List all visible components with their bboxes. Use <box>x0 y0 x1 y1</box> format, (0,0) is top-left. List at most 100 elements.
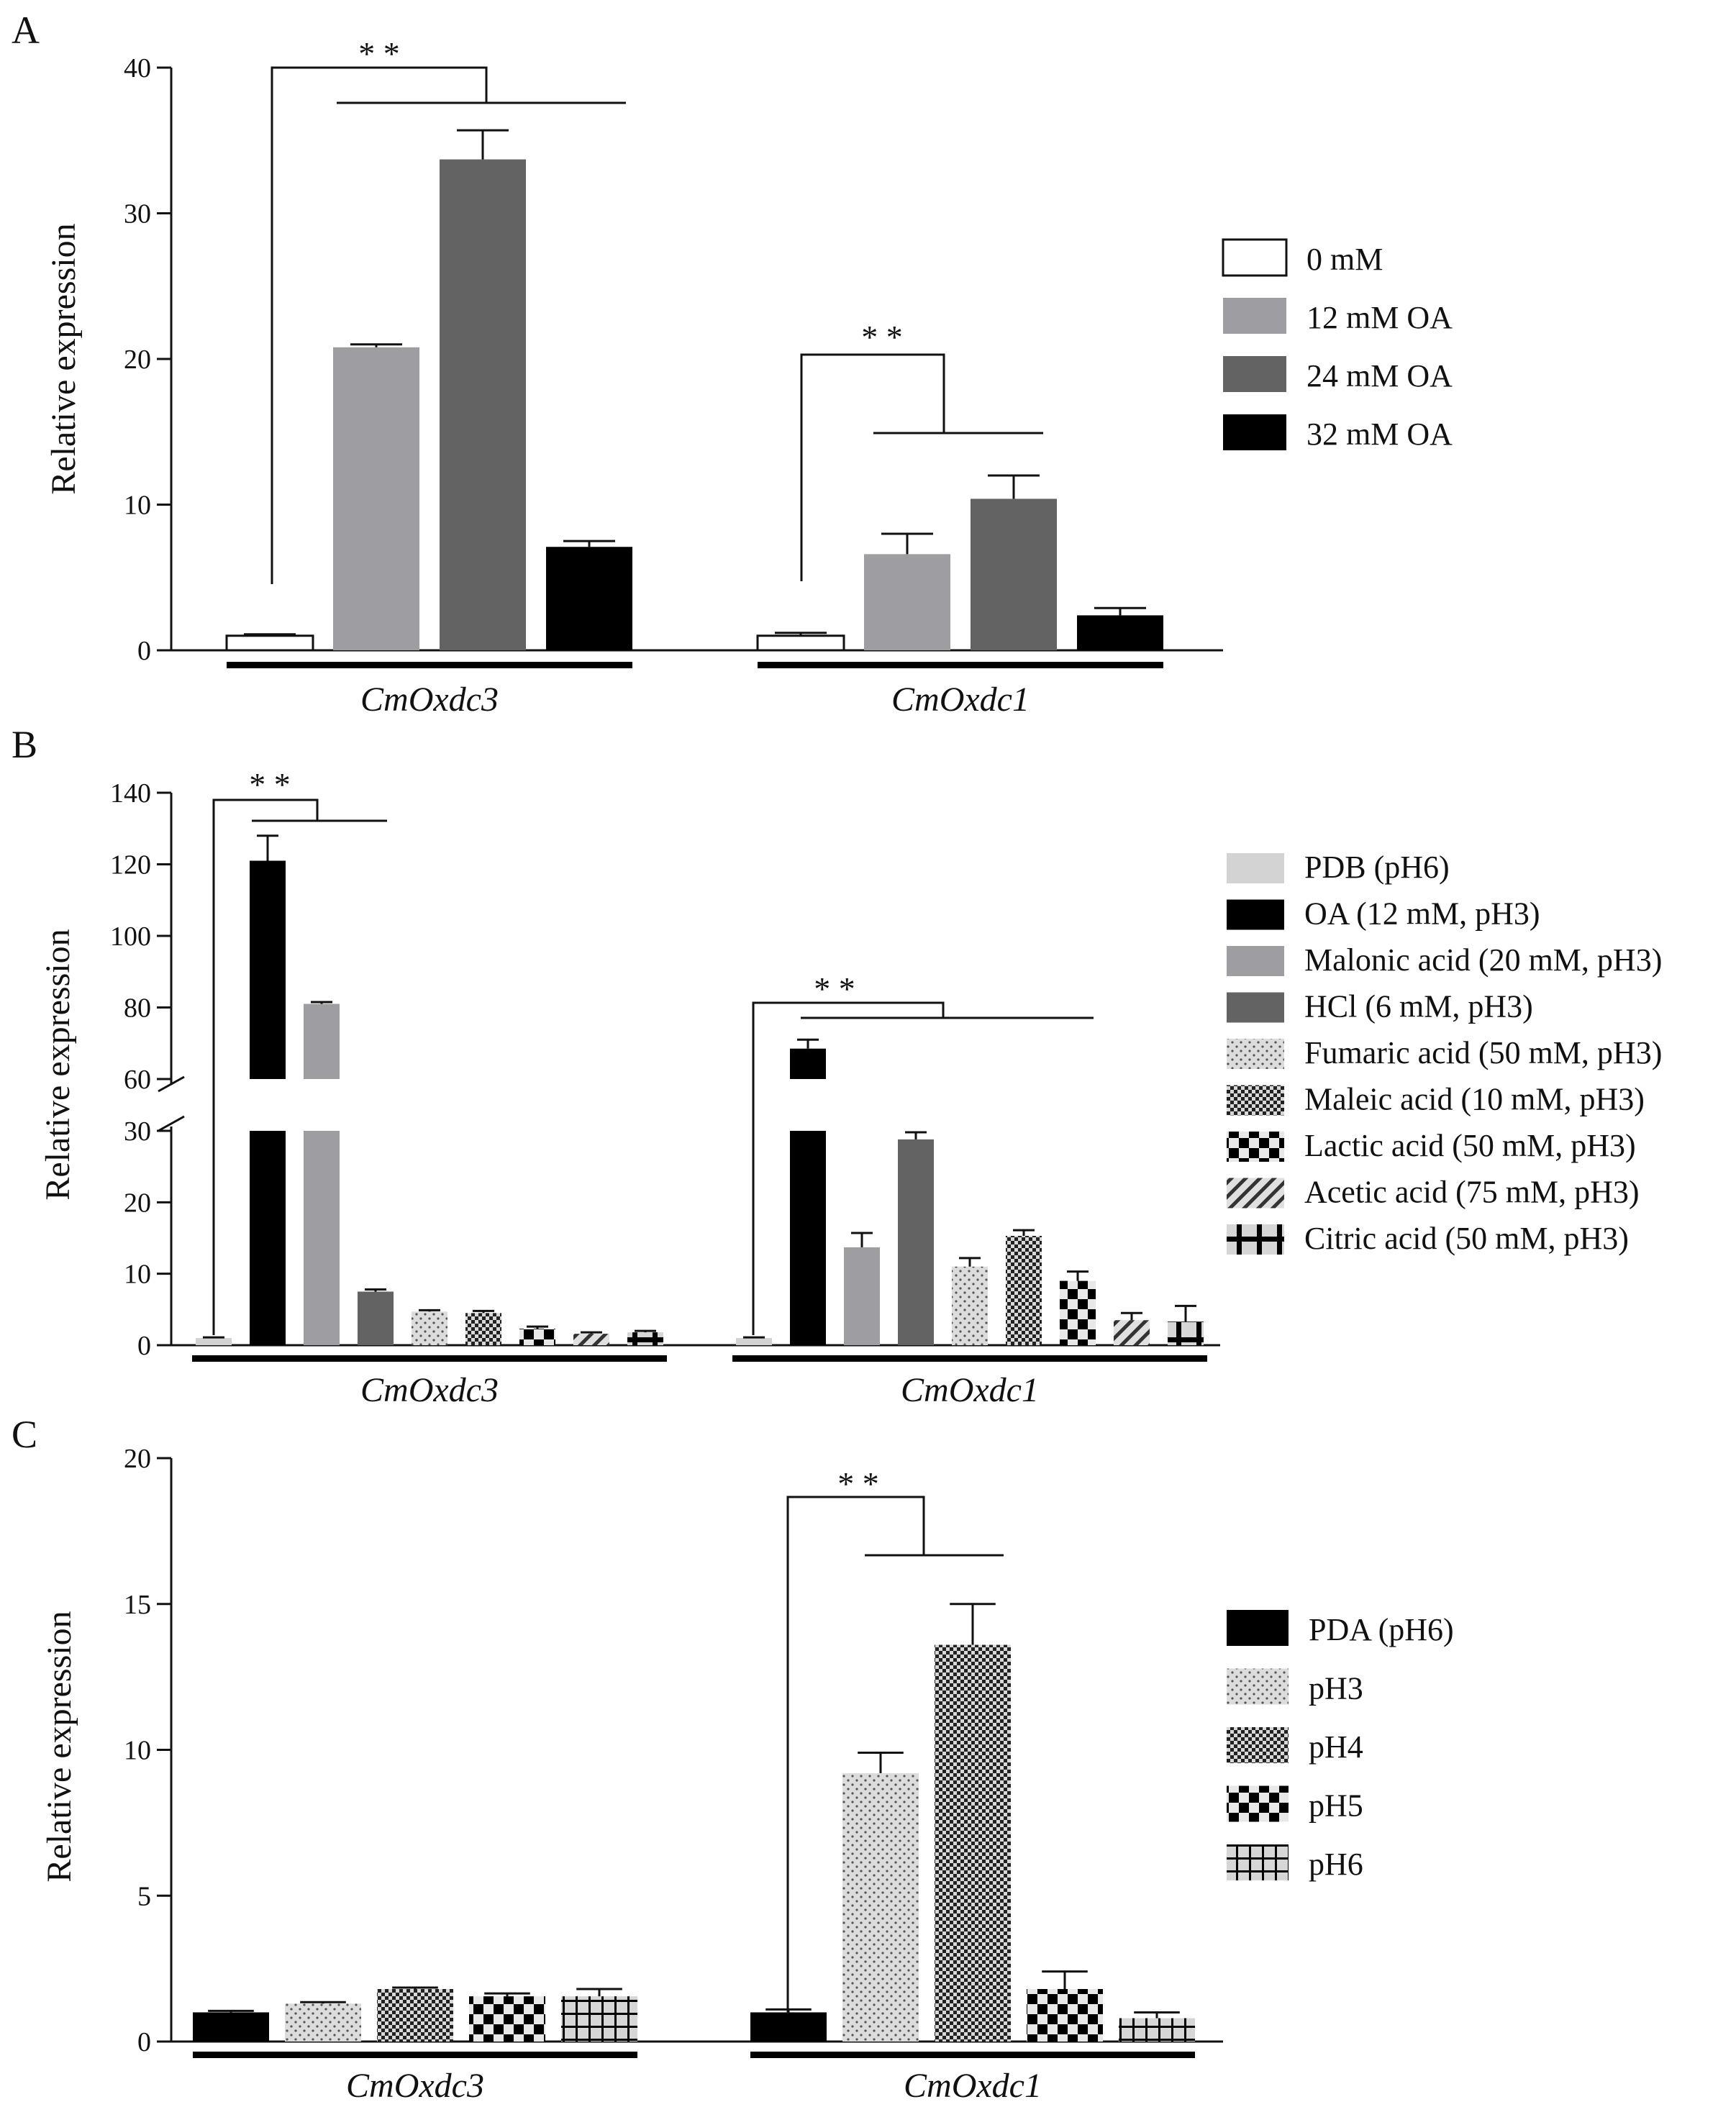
legend-label: Fumaric acid (50 mM, pH3) <box>1304 1035 1662 1070</box>
group-underline <box>732 1355 1207 1362</box>
bar <box>756 634 845 652</box>
legend-swatch <box>1227 946 1284 976</box>
bar <box>440 159 526 650</box>
bar <box>1077 615 1163 650</box>
bar-upper <box>304 1004 340 1079</box>
bar <box>1060 1280 1096 1345</box>
legend-swatch <box>1223 356 1286 392</box>
y-tick-label: 80 <box>124 993 151 1024</box>
bar <box>333 347 419 650</box>
sig-label: * * <box>837 1465 879 1502</box>
y-axis-title: Relative expression <box>40 1611 78 1882</box>
legend-swatch <box>1227 1039 1284 1069</box>
group-underline <box>192 1355 667 1362</box>
bar <box>1027 1989 1103 2042</box>
bar <box>465 1313 501 1345</box>
bar <box>469 1996 545 2042</box>
y-tick-label: 140 <box>110 778 151 809</box>
bar <box>412 1311 447 1345</box>
axis-break-mark <box>158 1075 185 1093</box>
legend-label: Lactic acid (50 mM, pH3) <box>1304 1128 1636 1163</box>
sig-label: * * <box>358 35 400 72</box>
group-label: CmOxdc3 <box>346 2067 484 2105</box>
panel-b: B 0 10 20 30 60 80 100 120 140 Relative expression… <box>12 723 1662 1409</box>
sig-bracket <box>212 798 319 1335</box>
sig-bracket <box>786 1496 925 2014</box>
bar <box>952 1266 988 1345</box>
panel-a: A 0 10 20 30 40 Relative expression CmOxdc3 CmOx… <box>12 9 1453 719</box>
legend-swatch <box>1227 899 1284 930</box>
sig-label: * * <box>861 319 903 355</box>
legend-label: PDB (pH6) <box>1304 850 1450 885</box>
legend-label: Malonic acid (20 mM, pH3) <box>1304 942 1662 978</box>
legend-swatch <box>1227 1610 1289 1646</box>
legend-label: Acetic acid (75 mM, pH3) <box>1304 1175 1640 1210</box>
legend-swatch <box>1227 1668 1289 1705</box>
bar <box>736 1338 772 1345</box>
legend-swatch <box>1227 1132 1284 1162</box>
legend-label: pH5 <box>1309 1788 1363 1824</box>
legend-label: pH4 <box>1309 1729 1363 1765</box>
y-axis-title: Relative expression <box>39 929 77 1200</box>
legend-label: HCl (6 mM, pH3) <box>1304 989 1533 1024</box>
sig-bracket <box>800 353 945 581</box>
panel-letter: A <box>12 9 40 52</box>
y-tick-label: 100 <box>110 921 151 952</box>
bar <box>573 1334 609 1345</box>
y-tick-label: 15 <box>124 1590 151 1620</box>
legend-label: OA (12 mM, pH3) <box>1304 896 1540 932</box>
legend-swatch <box>1227 1224 1284 1255</box>
bar <box>864 554 950 650</box>
legend-label: Citric acid (50 mM, pH3) <box>1304 1221 1629 1256</box>
sig-bracket <box>271 66 488 584</box>
bar <box>1006 1236 1042 1345</box>
legend-swatch <box>1223 414 1286 450</box>
bar <box>1168 1321 1204 1345</box>
bar <box>519 1329 555 1345</box>
legend-label: Maleic acid (10 mM, pH3) <box>1304 1082 1645 1117</box>
legend-label: 32 mM OA <box>1306 417 1453 452</box>
panel-letter: C <box>12 1413 37 1456</box>
bar <box>1114 1320 1150 1345</box>
y-tick-label: 10 <box>124 1260 151 1290</box>
bar <box>546 547 632 650</box>
group-label: CmOxdc3 <box>360 681 499 719</box>
group-underline <box>227 662 632 668</box>
legend-swatch <box>1227 1178 1284 1209</box>
y-tick-label: 30 <box>124 199 151 229</box>
bar <box>898 1139 934 1345</box>
bar <box>196 1338 232 1345</box>
y-tick-label: 10 <box>124 1736 151 1766</box>
legend-swatch <box>1222 238 1288 277</box>
axis-break-mark <box>158 1115 185 1132</box>
bar <box>304 1131 340 1345</box>
sig-bracket <box>752 1001 945 1335</box>
bar <box>250 1131 286 1345</box>
y-tick-label: 20 <box>124 345 151 375</box>
legend-label: pH3 <box>1309 1671 1363 1706</box>
legend-label: 24 mM OA <box>1306 358 1453 393</box>
bar <box>935 1644 1011 2042</box>
group-label: CmOxdc3 <box>360 1371 499 1409</box>
group-label: CmOxdc1 <box>904 2067 1042 2105</box>
y-tick-label: 30 <box>124 1116 151 1147</box>
bar <box>971 499 1057 650</box>
sig-label: * * <box>814 970 855 1007</box>
bar <box>561 1996 637 2042</box>
y-tick-label: 0 <box>137 2027 151 2057</box>
legend-label: pH6 <box>1309 1847 1363 1882</box>
legend-swatch <box>1227 1085 1284 1116</box>
panel-c: C 0 5 10 15 20 Relative expression CmOxdc3 CmOxd… <box>12 1413 1454 2105</box>
y-tick-label: 0 <box>137 1331 151 1361</box>
y-axis-title: Relative expression <box>45 223 83 494</box>
legend-swatch <box>1227 992 1284 1023</box>
y-tick-label: 10 <box>124 491 151 521</box>
y-tick-label: 0 <box>137 636 151 666</box>
legend-label: 0 mM <box>1306 242 1383 277</box>
legend-label: 12 mM OA <box>1306 300 1453 335</box>
group-label: CmOxdc1 <box>891 681 1030 719</box>
sig-label: * * <box>249 766 291 803</box>
legend-swatch <box>1227 1844 1289 1880</box>
y-tick-label: 20 <box>124 1444 151 1474</box>
panel-letter: B <box>12 723 37 766</box>
